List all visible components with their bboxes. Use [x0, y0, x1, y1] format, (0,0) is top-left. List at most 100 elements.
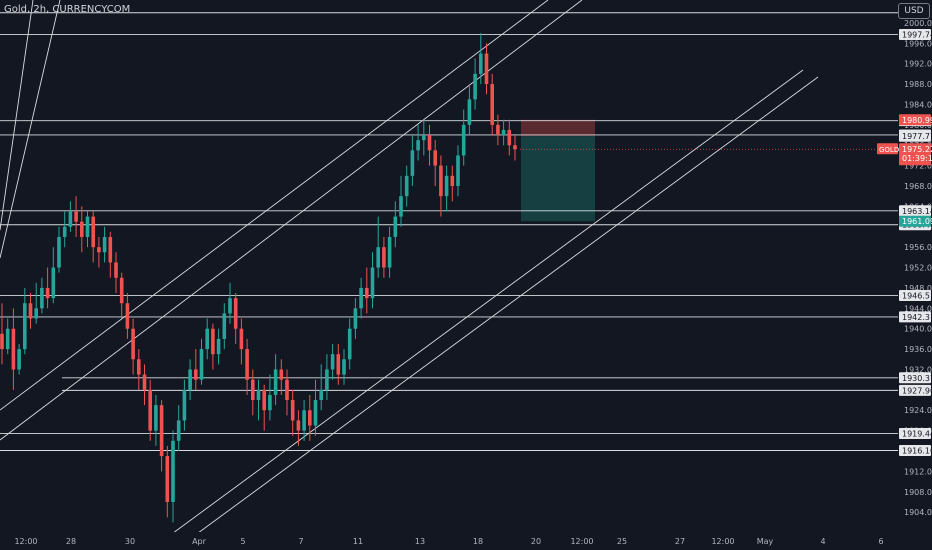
level-price-label: 1916.10 — [902, 447, 932, 456]
channel-trendline[interactable] — [149, 69, 804, 550]
candle — [137, 349, 141, 390]
candle — [45, 267, 50, 309]
candle-body — [233, 298, 238, 329]
channel-trendline[interactable] — [174, 76, 819, 550]
price-tick-label: 1940.00 — [904, 325, 932, 334]
candle — [370, 252, 375, 309]
candle — [336, 343, 341, 385]
price-tick-label: 1912.00 — [904, 467, 932, 476]
stop-zone[interactable] — [521, 119, 595, 137]
candle-body — [444, 175, 449, 197]
candle-body — [507, 129, 512, 146]
candle-body — [205, 328, 209, 350]
candle — [142, 364, 147, 406]
candle — [330, 343, 335, 380]
candle — [159, 400, 164, 472]
price-tags: 1997.741980.821978.021963.141960.401946.… — [520, 28, 932, 456]
candle — [228, 282, 232, 324]
candle-body — [125, 303, 130, 329]
level-price-box — [899, 311, 931, 323]
channel-trendline[interactable] — [0, 0, 549, 411]
price-tick-label: 1988.00 — [904, 80, 932, 89]
time-tick-label: 20 — [531, 537, 541, 546]
candle-body — [256, 389, 261, 401]
price-tick-label: 1972.00 — [904, 162, 932, 171]
target-zone[interactable] — [521, 136, 595, 222]
candle — [194, 349, 198, 390]
price-axis: 2000.00 1996.00 1992.00 1988.00 1984.00 1980.… — [898, 0, 932, 550]
price-tick-label: 1948.00 — [904, 284, 932, 293]
candle-body — [347, 328, 352, 360]
candle-body — [0, 333, 4, 350]
symbol-tag-box — [877, 143, 898, 155]
time-axis-bg — [0, 532, 932, 550]
candle-body — [268, 394, 272, 411]
time-tick-label: 11 — [353, 537, 363, 546]
candle-body — [148, 389, 152, 431]
price-tick-label: 1996.00 — [904, 39, 932, 48]
candle — [216, 328, 221, 365]
candle-body — [496, 124, 500, 136]
price-tick-label: 1932.00 — [904, 365, 932, 374]
candle — [251, 369, 255, 416]
candle-body — [245, 349, 249, 380]
symbol-tag-label: GOLD — [879, 146, 899, 154]
candle — [404, 165, 409, 207]
candle-body — [342, 359, 346, 375]
candle — [57, 226, 61, 273]
candle — [399, 175, 403, 227]
candle — [245, 338, 249, 395]
candle-body — [410, 150, 415, 176]
price-axis-bg — [898, 0, 932, 550]
candle — [416, 124, 420, 161]
candle-body — [68, 211, 73, 227]
candle-body — [404, 175, 409, 197]
candle-body — [176, 420, 181, 441]
level-price-label: 1963.14 — [902, 207, 932, 216]
candle-body — [108, 236, 113, 263]
price-tick-label: 1968.00 — [904, 182, 932, 191]
channel-trendline[interactable] — [0, 0, 34, 231]
candle — [490, 73, 494, 136]
candle — [256, 379, 261, 421]
candle-body — [501, 129, 506, 136]
candle-body — [313, 400, 318, 426]
candle — [359, 277, 363, 319]
level-price-label: 1927.90 — [902, 386, 932, 395]
candle — [188, 359, 192, 401]
candle — [461, 109, 466, 166]
candle — [313, 379, 318, 436]
time-tick-label: 30 — [125, 537, 135, 546]
candle — [439, 155, 443, 217]
candle-body — [188, 369, 192, 390]
candle-body — [513, 145, 517, 150]
level-price-box — [899, 205, 931, 217]
currency-label[interactable]: USD — [898, 3, 930, 19]
candle-body — [427, 135, 432, 151]
price-tick-label: 1956.00 — [904, 243, 932, 252]
candle — [302, 400, 306, 441]
time-tick-label: 12:00 — [711, 537, 734, 546]
candle — [0, 303, 4, 365]
candle-body — [336, 354, 341, 375]
candle — [484, 43, 489, 95]
symbol-title: Gold, 2h, CURRENCYCOM — [4, 4, 131, 15]
candle-body — [416, 140, 420, 151]
level-price-label: 1942.31 — [902, 313, 932, 322]
candle — [410, 135, 415, 187]
candle — [154, 394, 158, 446]
candle-body — [393, 216, 398, 237]
candle-body — [325, 369, 329, 390]
candle-body — [319, 389, 323, 401]
candle — [131, 318, 135, 375]
candle — [85, 211, 90, 248]
channel-trendline[interactable] — [0, 0, 61, 259]
candle-body — [40, 287, 44, 309]
candle-body — [239, 328, 244, 350]
candle-body — [199, 349, 204, 380]
candle-body — [80, 221, 84, 237]
candle-body — [461, 124, 466, 156]
level-price-label: 1919.44 — [902, 429, 932, 438]
level-price-box — [899, 290, 931, 302]
